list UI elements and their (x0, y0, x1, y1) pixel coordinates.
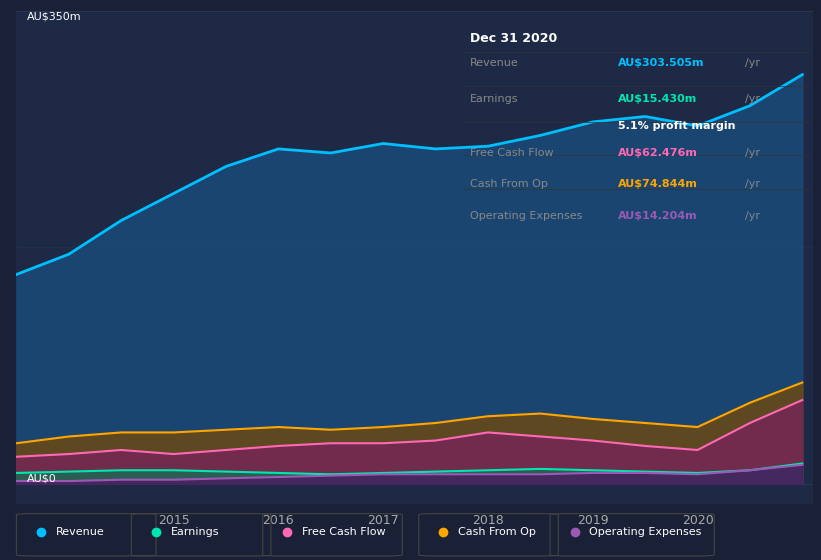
Text: 5.1% profit margin: 5.1% profit margin (618, 121, 736, 131)
Text: AU$15.430m: AU$15.430m (618, 94, 698, 104)
Text: /yr: /yr (745, 94, 759, 104)
Text: /yr: /yr (745, 58, 759, 68)
Text: Operating Expenses: Operating Expenses (470, 211, 582, 221)
Text: AU$14.204m: AU$14.204m (618, 211, 698, 221)
Text: Free Cash Flow: Free Cash Flow (470, 148, 553, 158)
Text: Revenue: Revenue (470, 58, 519, 68)
Text: /yr: /yr (745, 179, 759, 189)
Text: Earnings: Earnings (470, 94, 519, 104)
Text: Revenue: Revenue (56, 528, 104, 537)
Text: AU$74.844m: AU$74.844m (618, 179, 698, 189)
Text: Cash From Op: Cash From Op (458, 528, 536, 537)
Text: Earnings: Earnings (171, 528, 219, 537)
Text: AU$303.505m: AU$303.505m (618, 58, 704, 68)
Text: /yr: /yr (745, 211, 759, 221)
Text: Operating Expenses: Operating Expenses (589, 528, 702, 537)
Text: Dec 31 2020: Dec 31 2020 (470, 32, 557, 45)
Text: AU$0: AU$0 (27, 474, 57, 484)
Text: AU$350m: AU$350m (27, 11, 81, 21)
Text: Cash From Op: Cash From Op (470, 179, 548, 189)
Text: AU$62.476m: AU$62.476m (618, 148, 698, 158)
Text: /yr: /yr (745, 148, 759, 158)
Text: Free Cash Flow: Free Cash Flow (302, 528, 386, 537)
